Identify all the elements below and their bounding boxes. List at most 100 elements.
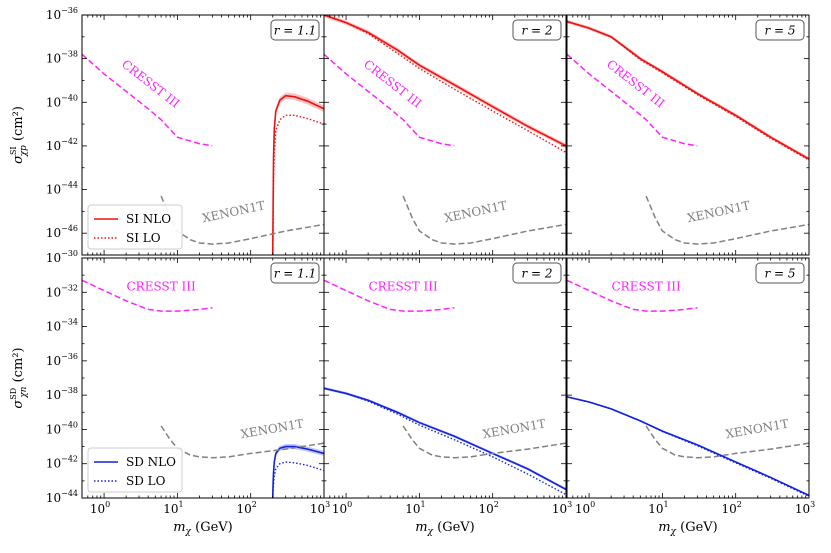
axes-frame [323, 257, 567, 499]
y-tick-label: 10−36 [46, 6, 78, 22]
x-tick-label: 103 [552, 500, 572, 516]
series-cresst-iii [567, 53, 698, 147]
y-tick-label: 10−34 [46, 318, 78, 334]
tick-marks [566, 14, 810, 256]
panel-sd-r1.1: CRESST III XENON1T 10−30 10−32 10−34 10−36 10−… [46, 249, 330, 537]
xenon-label: XENON1T [239, 416, 304, 441]
series-cresst-iii [324, 279, 455, 312]
legend: SI NLO SI LO [87, 204, 183, 250]
plot-area: CRESST III XENON1T [324, 279, 566, 496]
legend: SD NLO SD LO [87, 447, 183, 493]
series-si-nlo [324, 15, 566, 147]
plot-area: CRESST III XENON1T [567, 19, 809, 245]
y-tick-label: 10−38 [46, 50, 78, 66]
xenon-label: XENON1T [443, 198, 508, 225]
series-sd-nlo [567, 396, 809, 497]
series-xenon1t [160, 425, 324, 459]
r-label: r = 2 [521, 267, 552, 281]
legend-solid-label: SD NLO [126, 455, 176, 469]
panel-si-r2: CRESST III XENON1T r = 2 [323, 14, 567, 256]
x-tick-label: 101 [648, 500, 668, 516]
y-tick-label: 10−40 [46, 93, 78, 109]
r-label-box: r = 2 [512, 262, 562, 284]
x-axis-label: mχ (GeV) [173, 520, 233, 537]
series-si-lo [324, 15, 566, 154]
series-xenon1t [645, 425, 809, 459]
x-tick-label: 103 [310, 500, 330, 516]
plot-area: CRESST III XENON1T [324, 15, 566, 245]
legend-solid-label: SI NLO [126, 212, 171, 226]
uncertainty-band-sd-nlo [567, 396, 809, 497]
x-tick-label: 102 [237, 500, 257, 516]
y-axis-label: σSDχn (cm²) [9, 347, 29, 408]
y-tick-label: 10−44 [46, 489, 78, 505]
r-label: r = 5 [764, 267, 795, 281]
series-sd-nlo [324, 387, 566, 491]
y-tick-label: 10−32 [46, 283, 78, 299]
uncertainty-band-sd-nlo [324, 386, 566, 491]
r-label-box: r = 5 [755, 262, 805, 284]
x-tick-label: 100 [575, 500, 595, 516]
series-si-lo [567, 20, 809, 161]
series-xenon1t [402, 195, 566, 245]
y-tick-label: 10−40 [46, 420, 78, 436]
xenon-label: XENON1T [724, 416, 789, 441]
x-axis-label: mχ (GeV) [658, 520, 718, 537]
cresst-label: CRESST III [368, 280, 438, 294]
series-sd-nlo [271, 445, 324, 498]
xenon-label: XENON1T [201, 198, 266, 225]
x-tick-label: 103 [795, 500, 815, 516]
series-sd-lo [272, 461, 324, 498]
series-sd-lo [324, 387, 566, 496]
axes-frame [566, 14, 810, 256]
uncertainty-band-si-nlo [272, 92, 324, 255]
series-cresst-iii [82, 279, 213, 312]
axes-frame [566, 257, 810, 499]
legend-dotted-label: SI LO [126, 231, 161, 245]
series-cresst-iii [82, 53, 213, 147]
y-tick-label: 10−44 [46, 181, 78, 197]
cresst-label: CRESST III [119, 57, 182, 111]
tick-marks [323, 257, 567, 499]
series-sd-lo [567, 396, 809, 497]
y-tick-label: 10−30 [46, 249, 78, 265]
legend-dotted-label: SD LO [126, 474, 166, 488]
r-label-box: r = 1.1 [270, 262, 320, 284]
r-label: r = 5 [764, 24, 795, 38]
x-tick-label: 102 [722, 500, 742, 516]
x-tick-label: 102 [479, 500, 499, 516]
x-tick-label: 100 [332, 500, 352, 516]
xenon-label: XENON1T [686, 198, 751, 225]
y-tick-label: 10−42 [46, 455, 78, 471]
series-cresst-iii [324, 53, 455, 147]
r-label: r = 1.1 [274, 24, 317, 38]
uncertainty-band-si-nlo [324, 15, 566, 149]
x-tick-label: 101 [405, 500, 425, 516]
r-label: r = 2 [521, 24, 552, 38]
y-tick-label: 10−38 [46, 386, 78, 402]
series-xenon1t [402, 425, 566, 459]
series-cresst-iii [567, 279, 698, 312]
y-tick-label: 10−46 [46, 224, 78, 240]
cresst-label: CRESST III [611, 280, 681, 294]
r-label-box: r = 2 [512, 19, 562, 41]
axes-frame [323, 14, 567, 256]
tick-marks [566, 257, 810, 499]
cresst-label: CRESST III [604, 57, 667, 111]
series-si-nlo [567, 20, 809, 160]
xenon-label: XENON1T [481, 416, 546, 441]
panel-si-r1.1: CRESST III XENON1T 10−36 10−38 10−40 10−42 10−… [46, 6, 325, 256]
tick-marks [323, 14, 567, 256]
cresst-label: CRESST III [126, 280, 196, 294]
x-tick-label: 100 [90, 500, 110, 516]
y-axis-label: σSIχp (cm²) [9, 106, 29, 164]
r-label-box: r = 5 [755, 19, 805, 41]
uncertainty-band-sd-nlo [272, 444, 324, 498]
r-label-box: r = 1.1 [270, 19, 320, 41]
cresst-label: CRESST III [361, 57, 424, 111]
panel-sd-r2: CRESST III XENON1T 100 101 102 103 mχ (GeV) r =… [323, 257, 572, 537]
series-xenon1t [645, 195, 809, 245]
x-tick-label: 101 [163, 500, 183, 516]
x-axis-label: mχ (GeV) [415, 520, 475, 537]
